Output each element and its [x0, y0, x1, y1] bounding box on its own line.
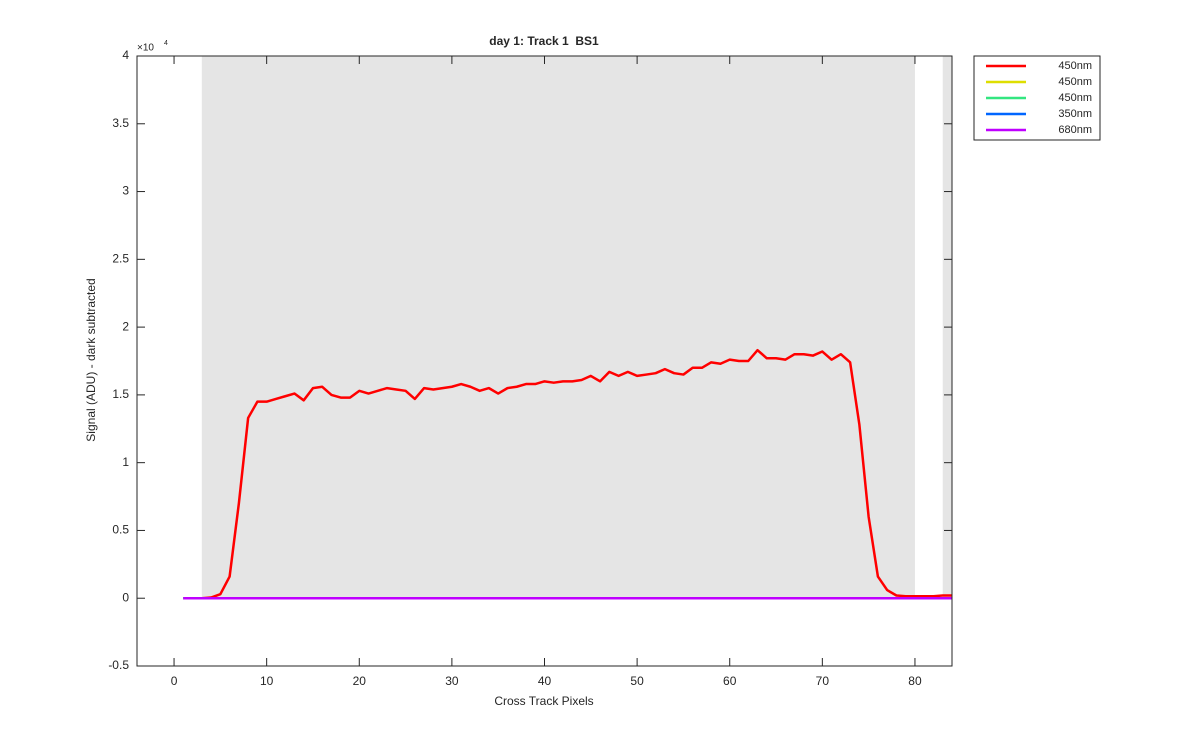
shaded-region [201, 56, 915, 599]
y-tick-label: -0.5 [108, 658, 129, 672]
x-tick-label: 20 [353, 674, 367, 688]
x-tick-label: 10 [260, 674, 274, 688]
series-line [183, 348, 952, 600]
y-tick-label: 1.5 [112, 387, 129, 401]
x-tick-label: 70 [816, 674, 830, 688]
x-tick-label: 80 [908, 674, 922, 688]
x-tick-label: 60 [723, 674, 737, 688]
x-axis-label: Cross Track Pixels [494, 694, 593, 708]
y-scale-exponent: 4 [164, 40, 168, 47]
y-tick-label: 0 [122, 590, 129, 604]
legend-label: 450nm [1058, 76, 1092, 88]
y-tick-label: 0.5 [112, 523, 129, 537]
y-tick-label: 2.5 [112, 252, 129, 266]
y-scale-base: ×10 [137, 43, 154, 54]
legend-label: 680nm [1058, 124, 1092, 136]
y-tick-label: 3.5 [112, 116, 129, 130]
legend-label: 350nm [1058, 108, 1092, 120]
x-tick-label: 40 [538, 674, 552, 688]
legend-label: 450nm [1058, 60, 1092, 72]
x-tick-label: 0 [171, 674, 178, 688]
y-tick-label: 1 [122, 455, 129, 469]
y-tick-label: 4 [122, 48, 129, 62]
y-tick-label: 3 [122, 184, 129, 198]
y-axis-label: Signal (ADU) - dark subtracted [84, 278, 98, 441]
y-tick-label: 2 [122, 319, 129, 333]
x-tick-label: 30 [445, 674, 459, 688]
x-tick-label: 50 [630, 674, 644, 688]
legend-label: 450nm [1058, 92, 1092, 104]
axes-box [136, 55, 953, 667]
chart-title: day 1: Track 1 BS1 [489, 34, 599, 48]
